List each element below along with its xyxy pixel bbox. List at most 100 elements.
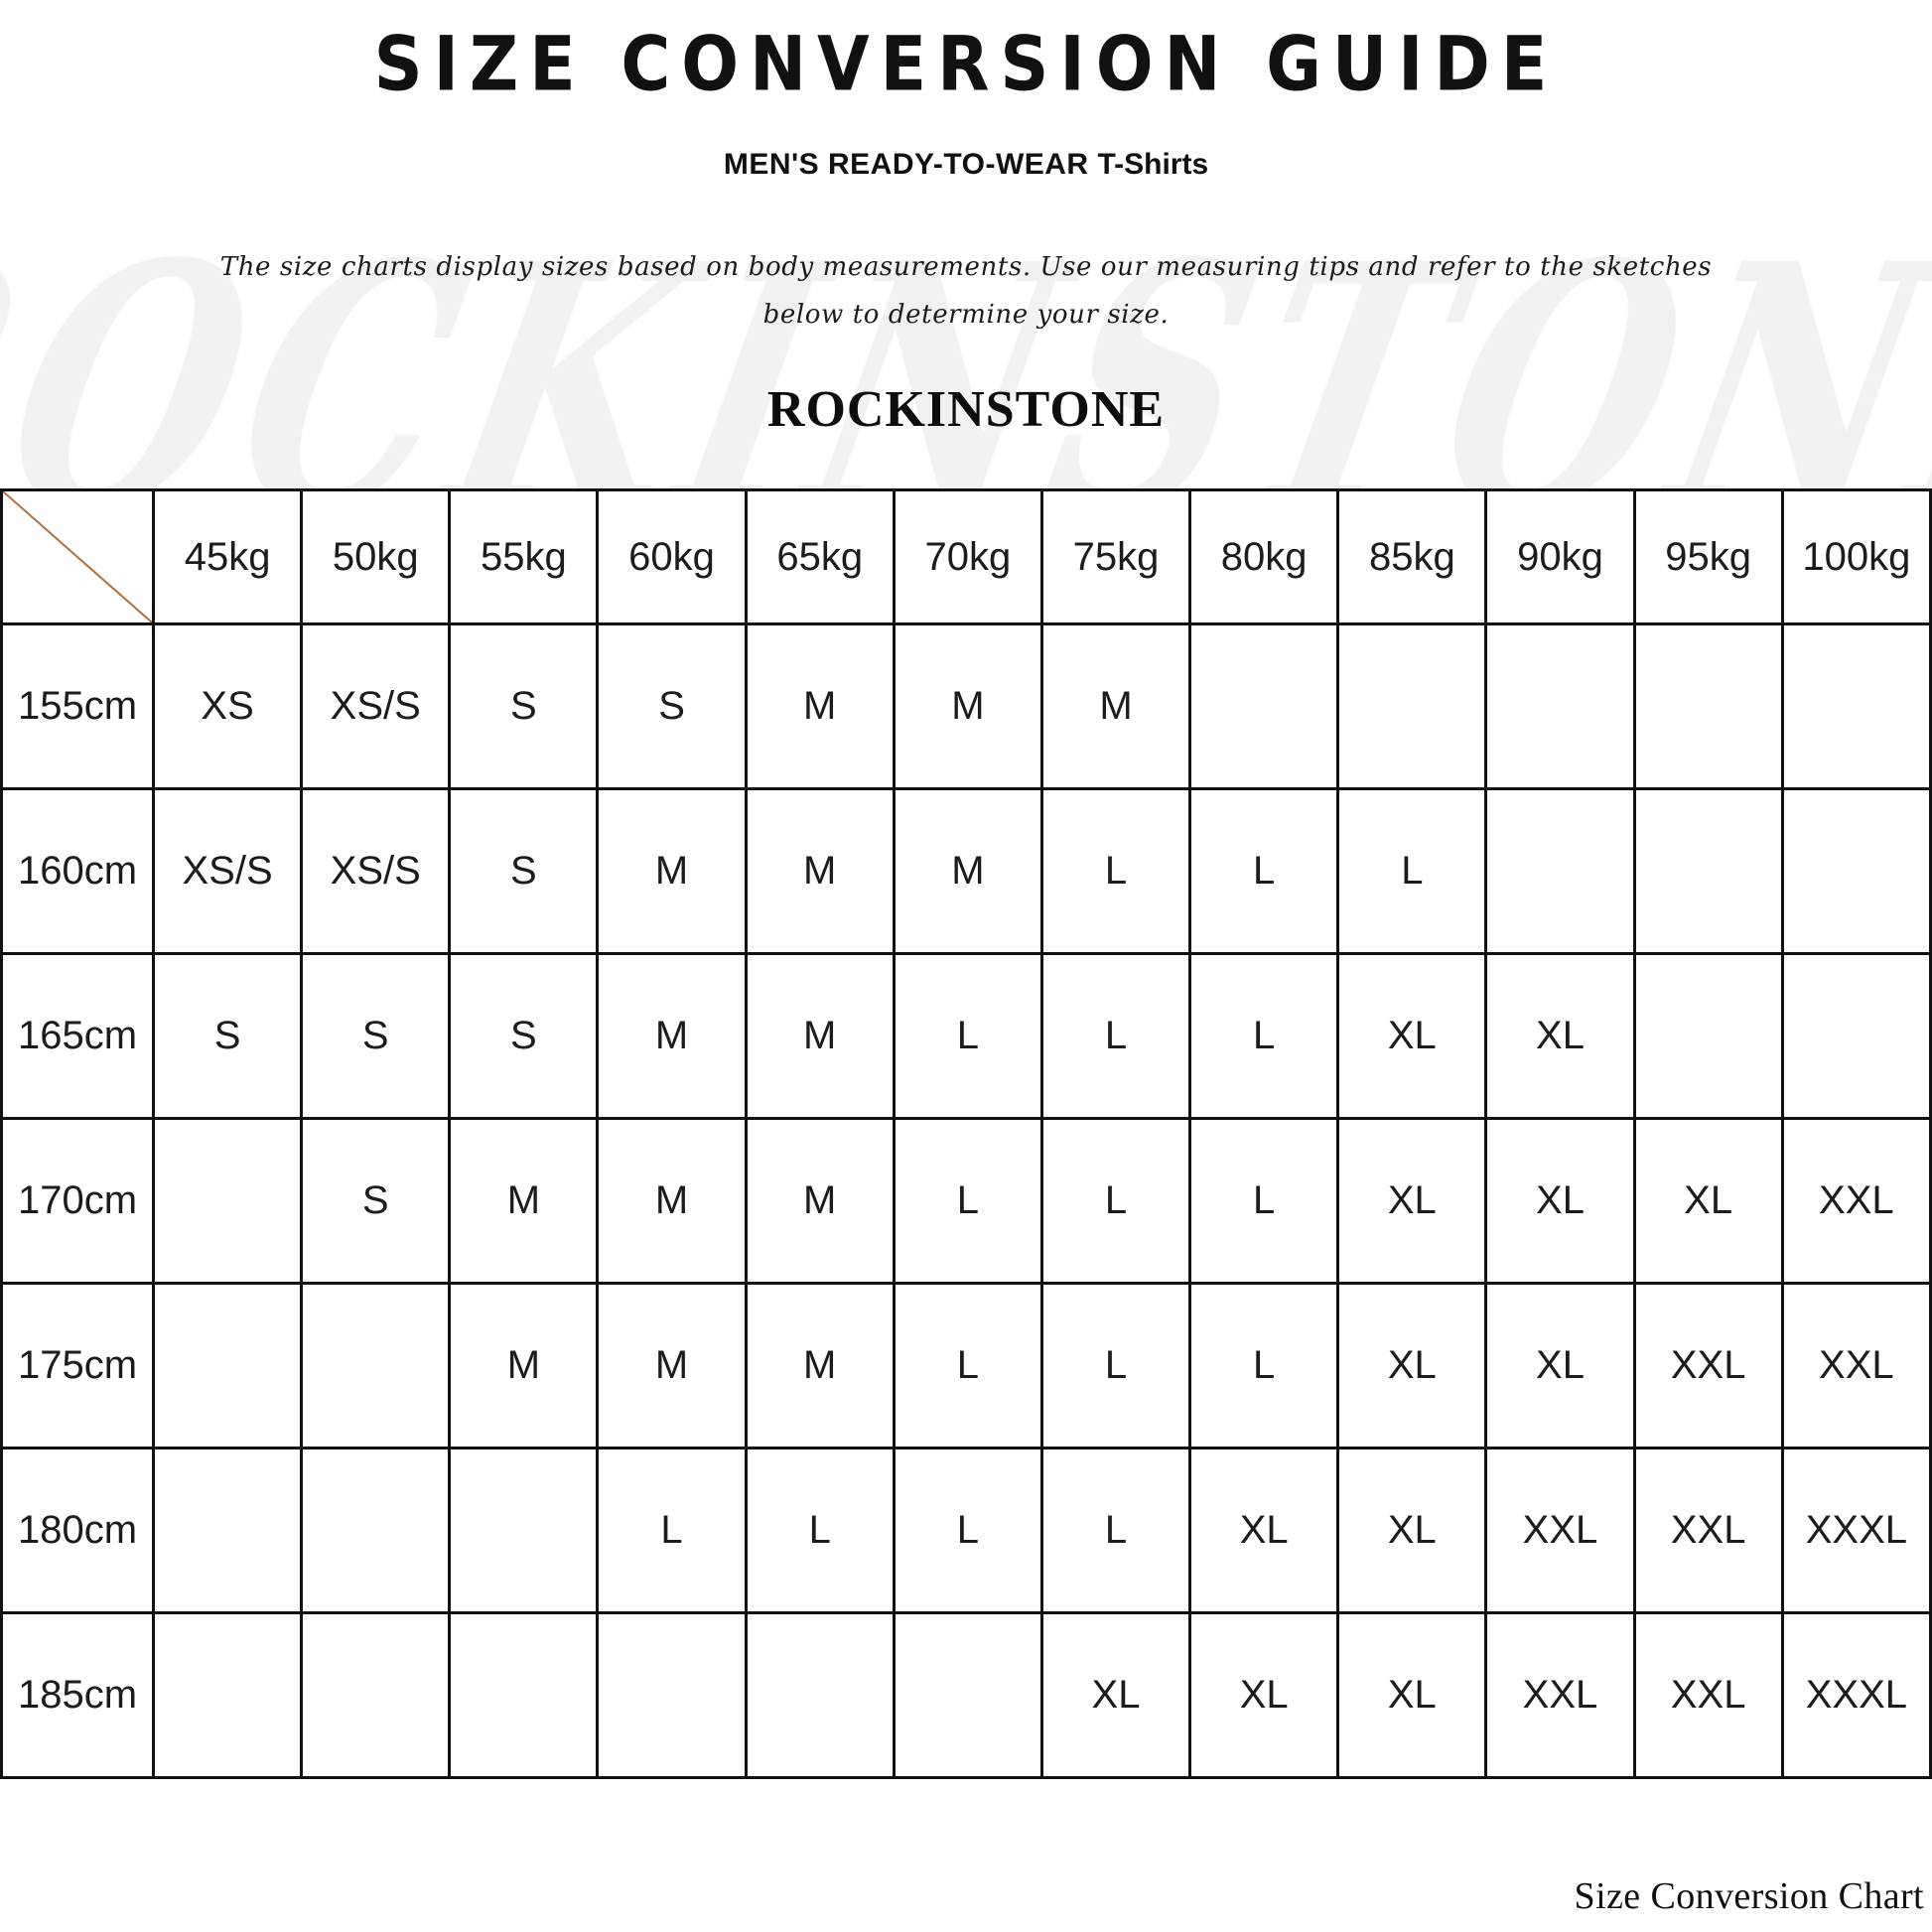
size-cell: M <box>448 1282 600 1449</box>
size-cell <box>151 1447 304 1614</box>
size-cell <box>300 1447 452 1614</box>
size-cell <box>1632 952 1784 1120</box>
size-cell: L <box>1188 787 1340 955</box>
size-cell: XL <box>1484 1282 1636 1449</box>
size-cell <box>448 1447 600 1614</box>
size-cell: M <box>892 622 1043 790</box>
row-header-175cm: 175cm <box>0 1282 155 1449</box>
size-cell: XXL <box>1632 1611 1784 1779</box>
column-header-45kg: 45kg <box>151 488 304 625</box>
row-header-165cm: 165cm <box>0 952 155 1120</box>
size-cell <box>1188 622 1340 790</box>
size-cell: L <box>892 1282 1043 1449</box>
table-row: 165cm S S S M M L L L XL XL <box>0 952 1932 1120</box>
size-cell: XXL <box>1484 1611 1636 1779</box>
size-cell: M <box>744 622 896 790</box>
size-cell: L <box>596 1447 748 1614</box>
size-cell: L <box>1039 1282 1192 1449</box>
size-cell <box>892 1611 1043 1779</box>
size-cell: M <box>596 1282 748 1449</box>
size-cell: XS <box>151 622 304 790</box>
column-header-100kg: 100kg <box>1780 488 1932 625</box>
column-header-70kg: 70kg <box>892 488 1043 625</box>
size-cell: M <box>596 952 748 1120</box>
column-header-65kg: 65kg <box>744 488 896 625</box>
column-header-55kg: 55kg <box>448 488 600 625</box>
size-cell <box>151 1611 304 1779</box>
size-cell: XXXL <box>1780 1447 1932 1614</box>
size-cell: L <box>1188 952 1340 1120</box>
column-header-90kg: 90kg <box>1484 488 1636 625</box>
size-cell <box>151 1282 304 1449</box>
size-cell: L <box>1039 1117 1192 1285</box>
column-header-60kg: 60kg <box>596 488 748 625</box>
brand-name: ROCKINSTONE <box>766 380 1166 438</box>
size-cell: S <box>300 952 452 1120</box>
size-cell: XS/S <box>300 787 452 955</box>
size-cell <box>744 1611 896 1779</box>
size-cell: S <box>596 622 748 790</box>
table-header: 45kg 50kg 55kg 60kg 65kg 70kg 75kg 80kg 85kg 90kg… <box>0 488 1932 625</box>
table-body: 155cm XS XS/S S S M M M 160cm XS/S XS/S S M M M L L L 165c… <box>0 622 1932 1779</box>
size-cell <box>1484 787 1636 955</box>
column-header-85kg: 85kg <box>1336 488 1488 625</box>
size-cell: XXXL <box>1780 1611 1932 1779</box>
row-header-160cm: 160cm <box>0 787 155 955</box>
size-cell: XXL <box>1780 1117 1932 1285</box>
table-row: 170cm S M M M L L L XL XL XL XXL <box>0 1117 1932 1285</box>
size-cell: S <box>448 952 600 1120</box>
page-title: SIZE CONVERSION GUIDE <box>373 21 1559 109</box>
size-conversion-table: 45kg 50kg 55kg 60kg 65kg 70kg 75kg 80kg 85kg 90kg… <box>0 488 1932 1779</box>
size-cell: XL <box>1484 952 1636 1120</box>
size-cell: L <box>892 952 1043 1120</box>
size-cell <box>1780 952 1932 1120</box>
size-cell: XL <box>1188 1447 1340 1614</box>
size-cell: XL <box>1188 1611 1340 1779</box>
description-line-2: below to determine your size. <box>762 299 1170 330</box>
size-cell <box>300 1282 452 1449</box>
size-cell <box>1632 622 1784 790</box>
size-cell: S <box>448 787 600 955</box>
table-row: 160cm XS/S XS/S S M M M L L L <box>0 787 1932 955</box>
size-cell: L <box>1039 787 1192 955</box>
row-header-155cm: 155cm <box>0 622 155 790</box>
size-cell: L <box>744 1447 896 1614</box>
description: The size charts display sizes based on b… <box>0 243 1932 339</box>
size-cell: M <box>1039 622 1192 790</box>
table-row: 175cm M M M L L L XL XL XXL XXL <box>0 1282 1932 1449</box>
column-header-75kg: 75kg <box>1039 488 1192 625</box>
column-header-50kg: 50kg <box>300 488 452 625</box>
size-cell: M <box>448 1117 600 1285</box>
size-cell <box>596 1611 748 1779</box>
row-header-185cm: 185cm <box>0 1611 155 1779</box>
size-cell: M <box>892 787 1043 955</box>
size-cell: XL <box>1336 1117 1488 1285</box>
subtitle-category: T-Shirts <box>1097 147 1209 181</box>
size-cell: XL <box>1484 1117 1636 1285</box>
footer-caption: Size Conversion Chart <box>1574 1875 1924 1917</box>
size-cell: M <box>744 1117 896 1285</box>
subtitle: MEN'S READY-TO-WEAR T-Shirts <box>0 148 1932 182</box>
size-cell: M <box>744 1282 896 1449</box>
column-header-80kg: 80kg <box>1188 488 1340 625</box>
size-cell: M <box>596 787 748 955</box>
size-cell: XXL <box>1780 1282 1932 1449</box>
table-row: 155cm XS XS/S S S M M M <box>0 622 1932 790</box>
table-header-row: 45kg 50kg 55kg 60kg 65kg 70kg 75kg 80kg 85kg 90kg… <box>0 488 1932 625</box>
size-cell: XS/S <box>151 787 304 955</box>
column-header-95kg: 95kg <box>1632 488 1784 625</box>
size-cell <box>1780 622 1932 790</box>
size-cell <box>1484 622 1636 790</box>
corner-cell-height-weight <box>0 488 155 625</box>
size-cell: XL <box>1039 1611 1192 1779</box>
size-cell: XXL <box>1484 1447 1636 1614</box>
size-cell: L <box>1039 952 1192 1120</box>
size-cell: L <box>1188 1282 1340 1449</box>
row-header-180cm: 180cm <box>0 1447 155 1614</box>
size-cell: XL <box>1336 1611 1488 1779</box>
size-cell: XXL <box>1632 1447 1784 1614</box>
size-cell <box>1336 622 1488 790</box>
header-block: SIZE CONVERSION GUIDE MEN'S READY-TO-WEA… <box>0 0 1932 439</box>
row-header-170cm: 170cm <box>0 1117 155 1285</box>
